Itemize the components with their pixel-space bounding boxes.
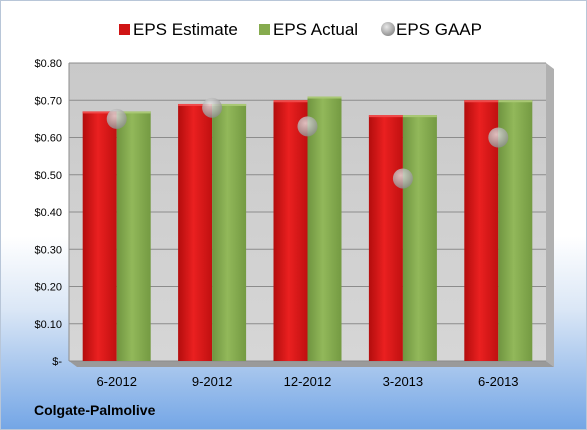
legend-eps-estimate-swatch: [119, 24, 130, 35]
bar-eps-estimate: [273, 100, 308, 361]
y-tick-label: $0.10: [34, 319, 62, 331]
marker-eps-gaap: [106, 108, 127, 129]
marker-eps-gaap: [488, 127, 509, 148]
bar-eps-estimate: [82, 111, 117, 361]
bar-eps-estimate: [178, 103, 213, 361]
y-tick-label: $0.70: [34, 95, 62, 107]
y-tick-label: $0.60: [34, 133, 62, 145]
bar-eps-estimate-top: [368, 115, 403, 118]
y-tick-label: $0.50: [34, 170, 62, 182]
company-name: Colgate-Palmolive: [34, 402, 156, 418]
y-tick-label: $0.30: [34, 244, 62, 256]
legend-eps-gaap-swatch: [381, 22, 395, 36]
legend-eps-actual-label: EPS Actual: [273, 20, 358, 39]
x-tick-label: 9-2012: [192, 374, 232, 389]
x-tick-label: 12-2012: [284, 374, 332, 389]
bar-eps-actual: [402, 115, 437, 362]
bar-eps-actual-top: [402, 115, 437, 118]
marker-eps-gaap: [392, 168, 413, 189]
x-tick-label: 6-2013: [478, 374, 518, 389]
bar-eps-actual-top: [307, 96, 342, 99]
bar-eps-estimate-top: [82, 111, 117, 114]
marker-eps-gaap: [202, 97, 223, 118]
bar-eps-actual: [116, 111, 151, 361]
y-tick-label: $0.80: [34, 58, 62, 70]
x-tick-label: 6-2012: [96, 374, 136, 389]
bar-eps-actual: [212, 103, 247, 361]
bar-eps-actual: [307, 96, 342, 362]
plot-floor: [69, 361, 554, 367]
bar-eps-estimate: [368, 115, 403, 362]
marker-eps-gaap: [297, 116, 318, 137]
legend-eps-actual-swatch: [259, 24, 270, 35]
bar-eps-actual-top: [212, 103, 247, 106]
bar-eps-estimate-top: [464, 100, 499, 103]
bar-eps-actual-top: [498, 100, 533, 103]
y-tick-label: $0.40: [34, 207, 62, 219]
y-tick-label: $-: [52, 356, 62, 368]
y-tick-label: $0.20: [34, 282, 62, 294]
plot-side: [546, 63, 554, 367]
legend-eps-gaap-label: EPS GAAP: [396, 20, 482, 39]
bar-eps-actual-top: [116, 111, 151, 114]
bar-eps-estimate-top: [273, 100, 308, 103]
x-tick-label: 3-2013: [383, 374, 423, 389]
bar-eps-estimate-top: [178, 103, 213, 106]
legend-eps-estimate-label: EPS Estimate: [133, 20, 238, 39]
